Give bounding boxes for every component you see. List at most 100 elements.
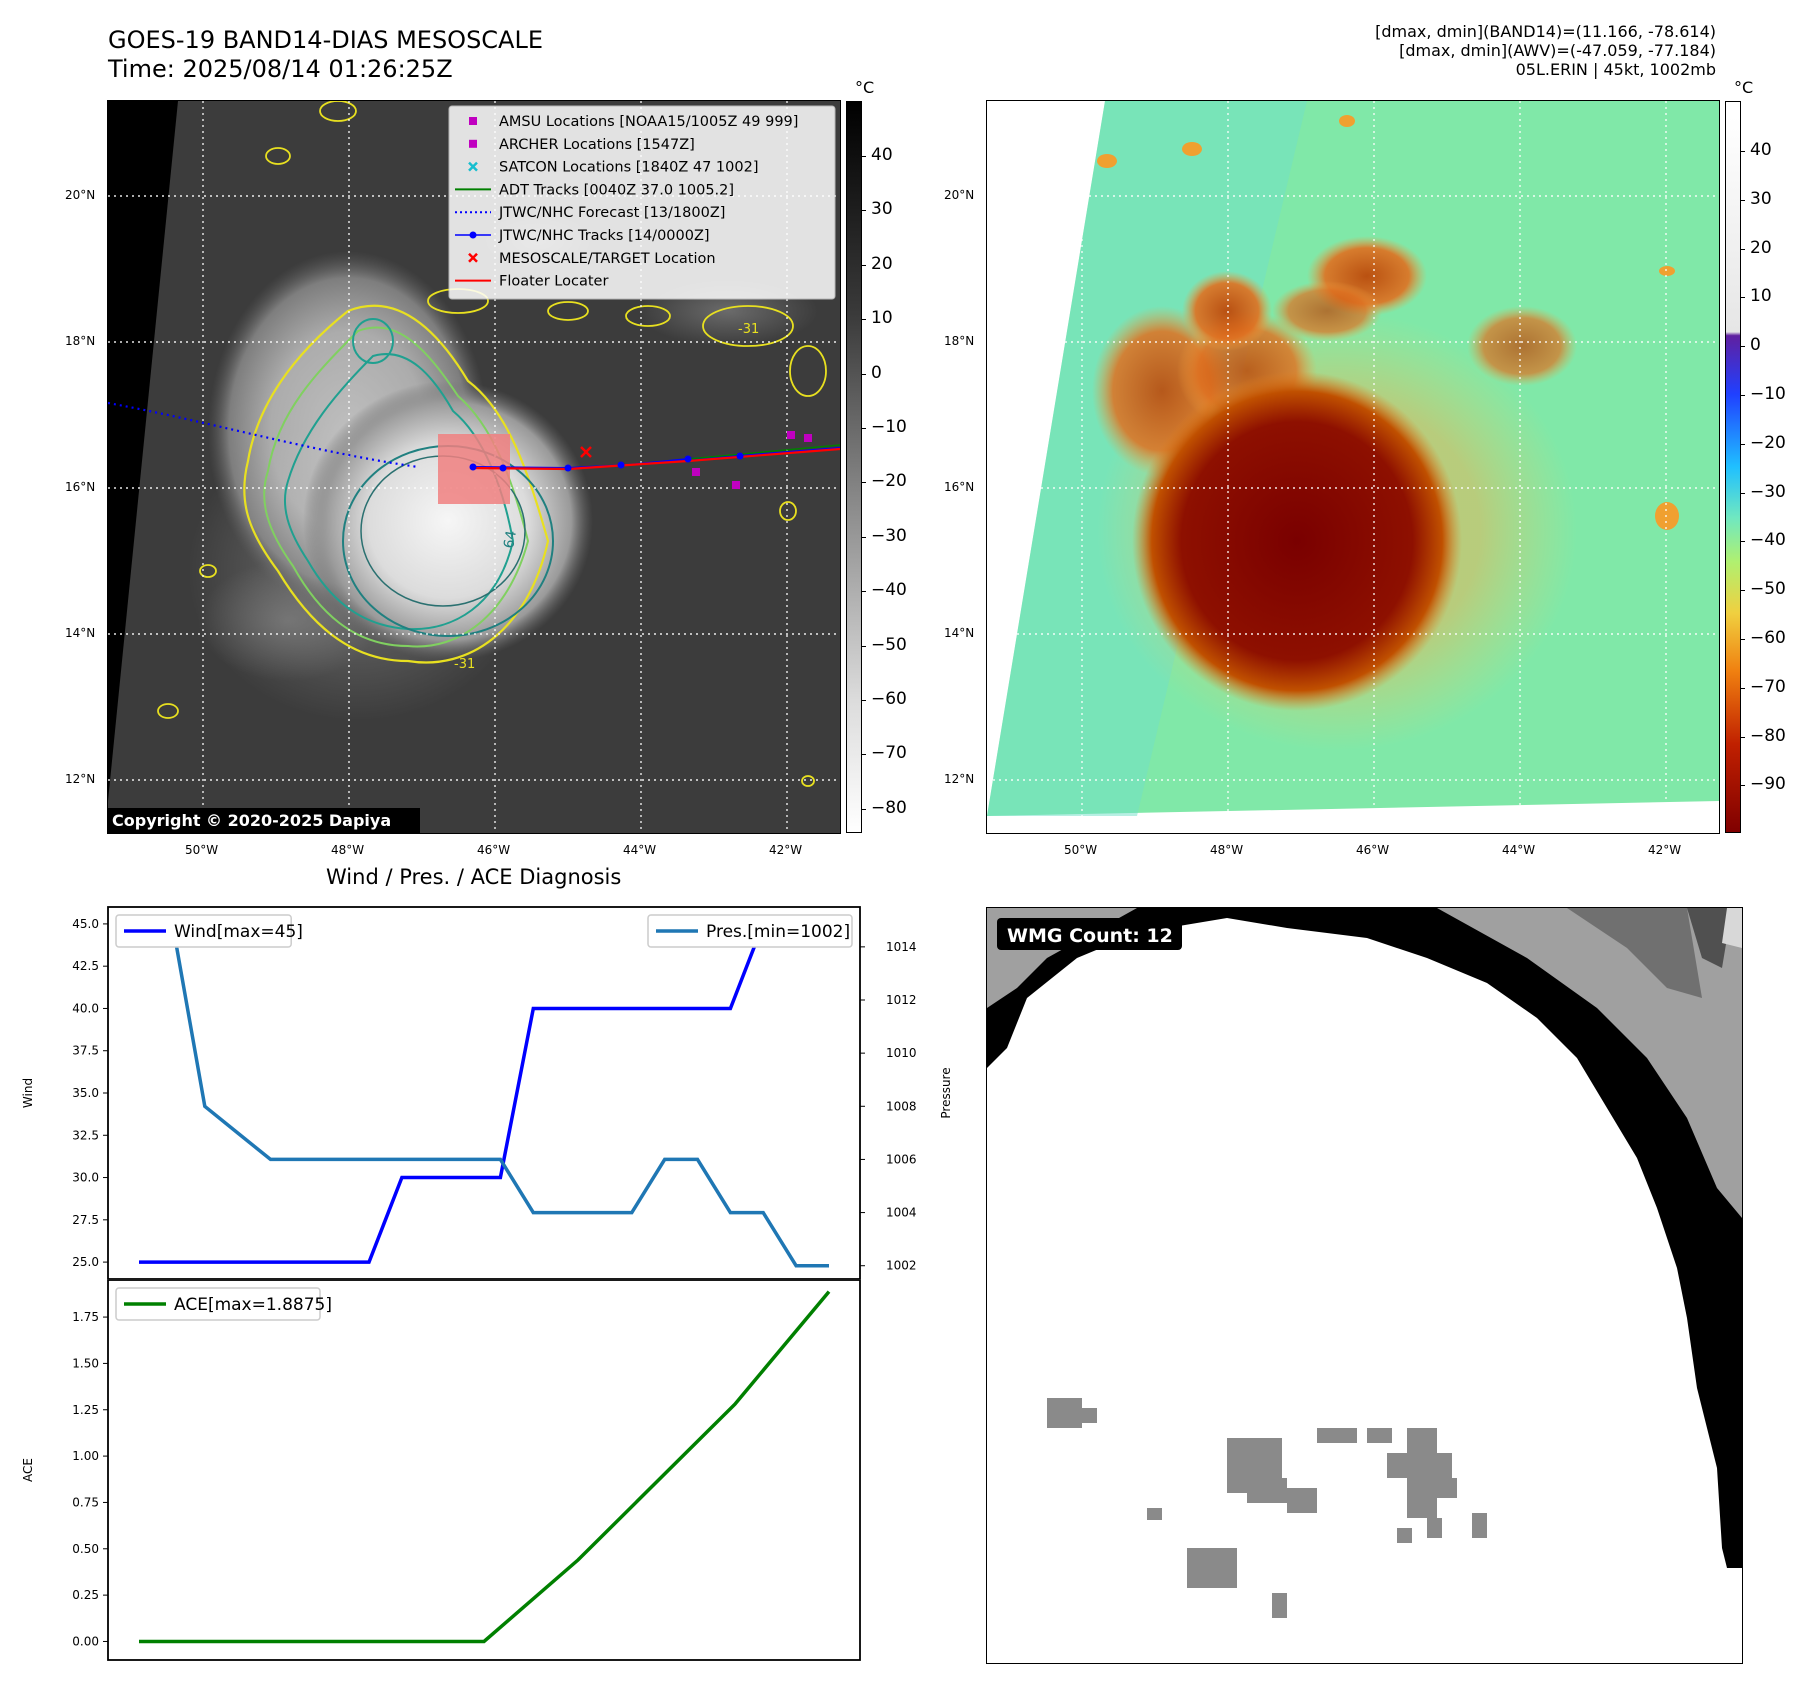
lat-label: 14°N xyxy=(944,626,975,640)
lon-label: 44°W xyxy=(623,843,657,857)
colorbar-tick xyxy=(1740,248,1745,250)
wmg-gray-cells xyxy=(1047,1398,1487,1618)
legend-dot xyxy=(469,231,477,239)
map-gridlines-right xyxy=(987,101,1719,833)
chart-legend-label: ACE[max=1.8875] xyxy=(174,1295,332,1315)
colorbar-tick xyxy=(1740,395,1745,396)
awv-satellite-map xyxy=(987,101,1719,833)
y-tick-label: 40.0 xyxy=(72,1001,99,1015)
series-line-primary xyxy=(139,922,829,1264)
legend-label: Floater Locater xyxy=(499,274,608,290)
legend-label: ARCHER Locations [1547Z] xyxy=(499,137,695,153)
y-tick-label: 42.5 xyxy=(72,959,99,973)
colorbar-tick xyxy=(1740,736,1745,738)
series-line-pressure xyxy=(139,918,829,1268)
colorbar-tick-label: −80 xyxy=(1750,725,1786,746)
lon-label: 50°W xyxy=(185,843,219,857)
series-line-primary xyxy=(139,1290,831,1644)
lon-label: 46°W xyxy=(477,843,511,857)
y-axis-label: Wind xyxy=(21,1078,35,1108)
diagnosis-title: Wind / Pres. / ACE Diagnosis xyxy=(326,865,622,889)
colorbar-tick-label: 30 xyxy=(1750,188,1772,209)
colorbar-tick-label: −90 xyxy=(1750,774,1786,795)
y-tick-label: 35.0 xyxy=(72,1086,99,1100)
colorbar-tick-label: 10 xyxy=(1750,286,1772,307)
colorbar-tick-label: −30 xyxy=(871,525,907,546)
y2-tick-label: 1004 xyxy=(886,1206,917,1220)
plot-frame xyxy=(107,1280,861,1661)
y-tick-label: 1.00 xyxy=(72,1449,99,1463)
y-tick-label: 0.25 xyxy=(72,1588,99,1602)
colorbar-tick-label: −60 xyxy=(1750,628,1786,648)
lon-label: 48°W xyxy=(1210,843,1244,857)
lon-label: 48°W xyxy=(331,843,365,857)
colorbar-tick xyxy=(1740,785,1745,787)
colorbar-tick xyxy=(1740,151,1745,152)
y2-tick-label: 1012 xyxy=(886,993,917,1007)
y-tick-label: 0.75 xyxy=(72,1495,99,1509)
y-axis-label: ACE xyxy=(21,1458,35,1482)
awv-cold-core xyxy=(1132,371,1462,711)
legend-label: MESOSCALE/TARGET Location xyxy=(499,251,716,267)
colorbar-tick-label: −70 xyxy=(1750,676,1786,697)
colorbar-right-unit: °C xyxy=(1734,78,1754,97)
colorbar-tick xyxy=(1740,199,1745,201)
colorbar-tick xyxy=(861,482,866,484)
lon-label: 50°W xyxy=(1064,843,1098,857)
legend-box xyxy=(448,105,836,300)
legend-item: AMSU Locations [NOAA15/1005Z 49 999] xyxy=(469,114,798,130)
chart-legend: ACE[max=1.8875] xyxy=(115,1287,332,1321)
colorbar-tick xyxy=(1740,346,1745,348)
legend-x-marker xyxy=(468,252,478,263)
floater-track xyxy=(472,447,840,471)
info-line2: [dmax, dmin](AWV)=(-47.059, -77.184) xyxy=(1399,41,1716,60)
colorbar-tick-label: −10 xyxy=(871,417,907,437)
colorbar-tick xyxy=(1740,492,1745,494)
chart-title-line2: Time: 2025/08/14 01:26:25Z xyxy=(108,55,453,83)
chart-title-line1: GOES-19 BAND14-DIAS MESOSCALE xyxy=(108,26,544,54)
colorbar-tick xyxy=(1740,297,1745,299)
colorbar-tick xyxy=(861,645,866,647)
y-tick-label: 0.00 xyxy=(72,1634,99,1648)
info-line1: [dmax, dmin](BAND14)=(11.166, -78.614) xyxy=(1375,22,1716,41)
colorbar-tick xyxy=(1740,541,1745,543)
y-tick-label: 1.75 xyxy=(72,1310,99,1324)
lat-label: 12°N xyxy=(65,772,96,786)
lat-label: 14°N xyxy=(65,626,96,640)
y2-tick-label: 1008 xyxy=(886,1099,917,1113)
lon-label: 42°W xyxy=(769,843,803,857)
colorbar-tick xyxy=(861,210,866,212)
lon-label: 46°W xyxy=(1356,843,1390,857)
legend-item: JTWC/NHC Tracks [14/0000Z] xyxy=(455,228,710,244)
y2-tick-label: 1002 xyxy=(886,1259,917,1273)
chart-legend-label: Pres.[min=1002] xyxy=(706,922,850,942)
legend-label: JTWC/NHC Forecast [13/1800Z] xyxy=(498,205,725,221)
y-tick-label: 27.5 xyxy=(72,1213,99,1227)
contour-outer-yellow xyxy=(243,304,550,664)
colorbar-tick xyxy=(861,156,866,157)
contour-label: -31 xyxy=(454,657,475,672)
colorbar-tick-label: −10 xyxy=(1750,384,1786,404)
legend-item: ADT Tracks [0040Z 37.0 1005.2] xyxy=(455,182,734,198)
lat-label: 12°N xyxy=(944,772,975,786)
colorbar-tick xyxy=(861,700,866,701)
y2-tick-label: 1010 xyxy=(886,1046,917,1060)
legend-label: JTWC/NHC Tracks [14/0000Z] xyxy=(498,228,710,244)
legend-item: JTWC/NHC Forecast [13/1800Z] xyxy=(455,205,725,221)
legend-item: MESOSCALE/TARGET Location xyxy=(468,251,716,267)
colorbar-tick-label: 20 xyxy=(1750,237,1772,258)
legend-label: SATCON Locations [1840Z 47 1002] xyxy=(499,160,758,176)
colorbar-tick xyxy=(861,373,866,375)
ace-chart: 1.75 1.50 1.25 1.00 0.75 0.50 0.25 0.00 ACE ACE[m… xyxy=(21,1280,861,1661)
colorbar-tick xyxy=(861,264,866,266)
chart-legend: Wind[max=45] xyxy=(115,914,303,948)
lat-label: 18°N xyxy=(944,334,975,348)
adt-track xyxy=(687,444,840,460)
colorbar-tick-label: −50 xyxy=(871,634,907,655)
ir-satellite-map: AMSU Locations [NOAA15/1005Z 49 999] ARCH… xyxy=(108,101,840,833)
colorbar-tick-label: −40 xyxy=(1750,530,1786,551)
y-tick-label: 25.0 xyxy=(72,1255,99,1269)
y-tick-label: 30.0 xyxy=(72,1171,99,1185)
wmg-count-label: WMG Count: 12 xyxy=(1007,925,1173,947)
y-tick-label: 37.5 xyxy=(72,1044,99,1058)
